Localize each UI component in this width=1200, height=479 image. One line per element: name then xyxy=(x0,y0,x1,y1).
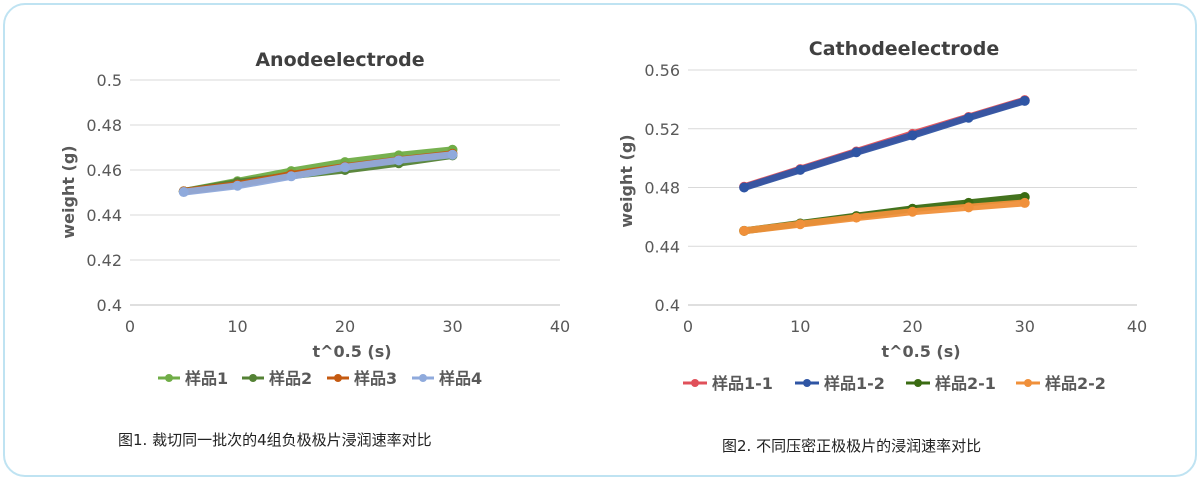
legend-marker xyxy=(334,374,342,382)
data-point xyxy=(393,155,404,166)
chart-title: Anodeelectrode xyxy=(255,49,424,71)
data-point xyxy=(795,219,806,230)
series-line xyxy=(740,199,1029,235)
legend-label: 样品4 xyxy=(439,369,482,388)
legend-label: 样品1-1 xyxy=(712,374,773,393)
chart-1: 0.4 0.42 0.44 0.46 0.48 0.5 0 10 20 30 40 Anodeelec… xyxy=(59,49,570,388)
y-axis-label: weight (g) xyxy=(59,145,78,238)
x-tick-label: 10 xyxy=(790,317,810,336)
y-tick-label: 0.56 xyxy=(644,61,680,80)
legend-marker xyxy=(1024,379,1032,387)
data-point xyxy=(1019,95,1030,106)
legend-marker xyxy=(691,379,699,387)
y-tick-label: 0.44 xyxy=(86,206,122,225)
legend-label: 样品3 xyxy=(354,369,397,388)
chart-title: Cathodeelectrode xyxy=(809,38,999,60)
data-point xyxy=(340,162,350,173)
data-point xyxy=(739,225,750,236)
x-tick-label: 0 xyxy=(683,317,693,336)
data-point xyxy=(286,171,297,182)
y-tick-label: 0.48 xyxy=(644,179,680,198)
legend-marker xyxy=(165,374,173,382)
data-point xyxy=(447,149,458,160)
x-tick-label: 30 xyxy=(1015,317,1035,336)
card-frame xyxy=(3,3,1197,477)
series-4 xyxy=(178,149,458,198)
legend-marker xyxy=(803,379,811,387)
data-point xyxy=(907,206,918,217)
y-tick-label: 0.46 xyxy=(86,161,122,180)
legend-label: 样品1-2 xyxy=(824,374,885,393)
x-tick-label: 0 xyxy=(125,317,135,336)
legend-label: 样品2-1 xyxy=(935,374,996,393)
data-point xyxy=(795,164,806,175)
x-tick-label: 10 xyxy=(227,317,247,336)
data-point xyxy=(851,212,862,223)
x-tick-label: 40 xyxy=(550,317,570,336)
y-tick-label: 0.5 xyxy=(97,71,122,90)
y-tick-label: 0.4 xyxy=(655,296,680,315)
legend-label: 样品2-2 xyxy=(1045,374,1106,393)
series-2 xyxy=(739,95,1030,193)
y-axis-label: weight (g) xyxy=(617,134,636,227)
legend-label: 样品2 xyxy=(269,369,312,388)
y-tick-label: 0.48 xyxy=(86,116,122,135)
data-point xyxy=(963,112,974,123)
series-line xyxy=(740,97,1029,191)
x-tick-label: 30 xyxy=(442,317,462,336)
data-point xyxy=(851,147,862,158)
y-tick-label: 0.44 xyxy=(644,237,680,256)
x-tick-label: 20 xyxy=(335,317,355,336)
data-point xyxy=(963,202,974,213)
y-tick-label: 0.42 xyxy=(86,251,122,270)
legend-marker xyxy=(914,379,922,387)
legend-marker xyxy=(419,374,427,382)
chart-2: 0.4 0.44 0.48 0.52 0.56 0 10 20 30 40 Cathodeelect… xyxy=(617,38,1147,393)
series-line xyxy=(180,151,456,196)
x-tick-label: 40 xyxy=(1127,317,1147,336)
legend-marker xyxy=(249,374,257,382)
data-point xyxy=(232,180,243,191)
y-tick-label: 0.4 xyxy=(97,296,122,315)
legend-label: 样品1 xyxy=(185,369,228,388)
series-4 xyxy=(739,197,1030,236)
data-point xyxy=(178,187,189,198)
data-point xyxy=(1019,197,1030,208)
figure-1-caption: 图1. 裁切同一批次的4组负极极片浸润速率对比 xyxy=(118,431,432,449)
x-tick-label: 20 xyxy=(902,317,922,336)
y-tick-label: 0.52 xyxy=(644,120,680,139)
x-axis-label: t^0.5 (s) xyxy=(312,342,391,361)
data-point xyxy=(907,130,918,141)
data-point xyxy=(739,182,750,193)
figure-2-caption: 图2. 不同压密正极极片的浸润速率对比 xyxy=(722,437,982,455)
x-axis-label: t^0.5 (s) xyxy=(881,342,960,361)
